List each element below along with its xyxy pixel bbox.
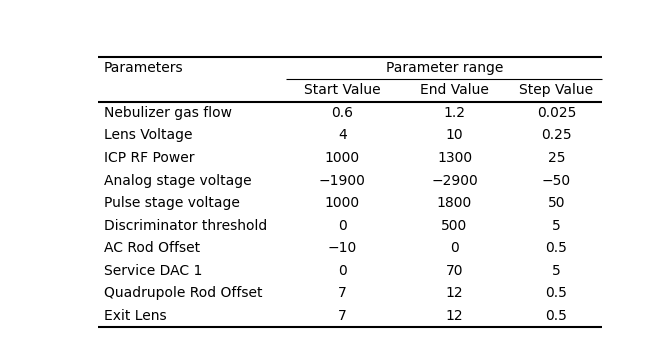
Text: 0: 0	[338, 264, 347, 278]
Text: Analog stage voltage: Analog stage voltage	[104, 174, 251, 187]
Text: Parameters: Parameters	[104, 61, 184, 75]
Text: End Value: End Value	[420, 84, 489, 97]
Text: 0.025: 0.025	[537, 106, 576, 120]
Text: −1900: −1900	[319, 174, 366, 187]
Text: Step Value: Step Value	[519, 84, 594, 97]
Text: 70: 70	[445, 264, 463, 278]
Text: 0.5: 0.5	[545, 286, 567, 300]
Text: 1000: 1000	[325, 196, 360, 210]
Text: 10: 10	[445, 129, 463, 142]
Text: 5: 5	[552, 218, 561, 233]
Text: 7: 7	[338, 309, 347, 323]
Text: Quadrupole Rod Offset: Quadrupole Rod Offset	[104, 286, 262, 300]
Text: 1.2: 1.2	[443, 106, 465, 120]
Text: 0.5: 0.5	[545, 309, 567, 323]
Text: 0: 0	[338, 218, 347, 233]
Text: Nebulizer gas flow: Nebulizer gas flow	[104, 106, 232, 120]
Text: 0.25: 0.25	[541, 129, 572, 142]
Text: 5: 5	[552, 264, 561, 278]
Text: Lens Voltage: Lens Voltage	[104, 129, 192, 142]
Text: 0.5: 0.5	[545, 241, 567, 255]
Text: Discriminator threshold: Discriminator threshold	[104, 218, 267, 233]
Text: 0.6: 0.6	[332, 106, 353, 120]
Text: 50: 50	[547, 196, 565, 210]
Text: −2900: −2900	[431, 174, 478, 187]
Text: Start Value: Start Value	[304, 84, 380, 97]
Text: 500: 500	[442, 218, 468, 233]
Text: 1000: 1000	[325, 151, 360, 165]
Text: Exit Lens: Exit Lens	[104, 309, 166, 323]
Text: −50: −50	[542, 174, 571, 187]
Text: 1800: 1800	[437, 196, 472, 210]
Text: 12: 12	[445, 286, 463, 300]
Text: 12: 12	[445, 309, 463, 323]
Text: ICP RF Power: ICP RF Power	[104, 151, 194, 165]
Text: 25: 25	[547, 151, 565, 165]
Text: 4: 4	[338, 129, 347, 142]
Text: 7: 7	[338, 286, 347, 300]
Text: −10: −10	[328, 241, 357, 255]
Text: Pulse stage voltage: Pulse stage voltage	[104, 196, 240, 210]
Text: Parameter range: Parameter range	[386, 61, 503, 75]
Text: 1300: 1300	[437, 151, 472, 165]
Text: 0: 0	[450, 241, 459, 255]
Text: Service DAC 1: Service DAC 1	[104, 264, 202, 278]
Text: AC Rod Offset: AC Rod Offset	[104, 241, 200, 255]
